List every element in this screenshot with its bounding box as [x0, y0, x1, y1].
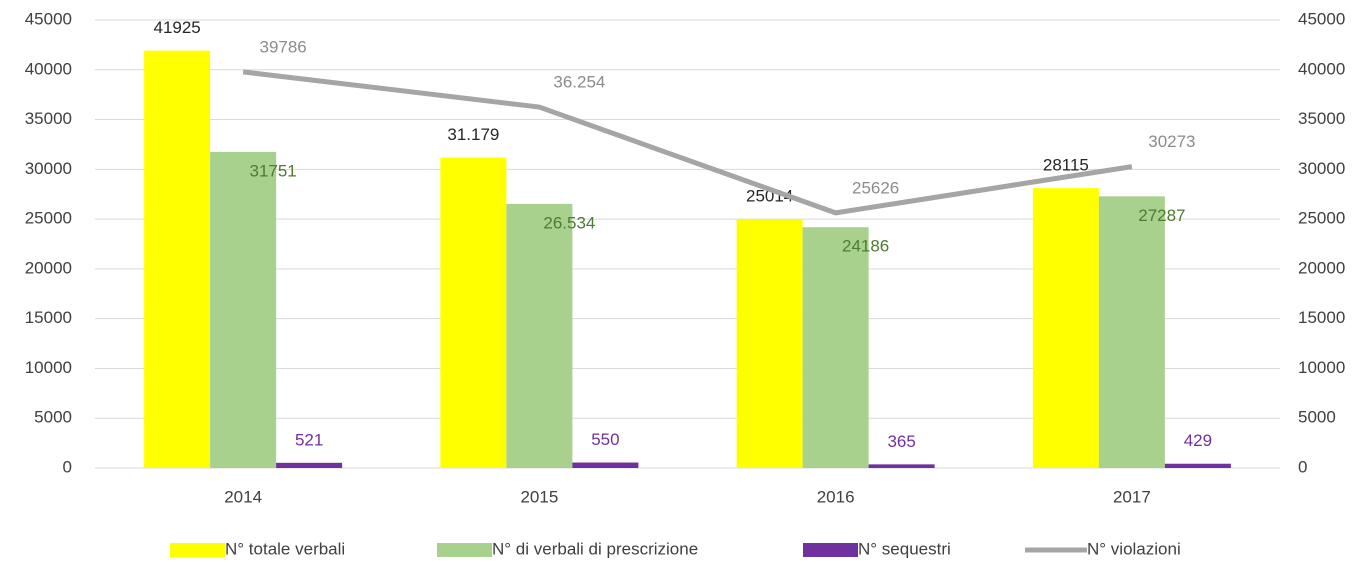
data-label: 30273	[1148, 132, 1195, 151]
y-tick-label: 10000	[25, 358, 72, 377]
bar	[1164, 463, 1231, 468]
data-label: 365	[887, 432, 915, 451]
y-tick-label: 45000	[25, 9, 72, 28]
data-label: 429	[1184, 431, 1212, 450]
bar	[144, 50, 211, 468]
data-label: 550	[591, 430, 619, 449]
legend-swatch	[170, 543, 225, 557]
x-tick-label: 2014	[224, 487, 262, 506]
data-label: 521	[295, 430, 323, 449]
data-label: 28115	[1043, 156, 1089, 175]
y-tick-label: 30000	[25, 159, 72, 178]
y2-tick-label: 30000	[1298, 159, 1345, 178]
y2-tick-label: 5000	[1298, 408, 1336, 427]
y2-tick-label: 40000	[1298, 59, 1345, 78]
bar	[1032, 188, 1099, 468]
bar	[802, 227, 869, 468]
bar	[1098, 196, 1165, 468]
y-tick-label: 15000	[25, 308, 72, 327]
x-tick-label: 2015	[520, 487, 558, 506]
data-label: 31751	[249, 161, 296, 180]
bar	[210, 151, 277, 468]
legend-label: N° violazioni	[1087, 539, 1181, 558]
bar	[868, 464, 935, 468]
y2-tick-label: 20000	[1298, 258, 1345, 277]
data-label: 24186	[842, 237, 889, 256]
data-label: 36.254	[553, 73, 605, 92]
y-tick-label: 40000	[25, 59, 72, 78]
line	[242, 69, 1133, 216]
legend-label: N° totale verbali	[225, 539, 345, 558]
y-tick-label: 20000	[25, 258, 72, 277]
bar	[440, 157, 507, 468]
x-tick-label: 2016	[817, 487, 855, 506]
data-label: 25626	[852, 178, 899, 197]
y-tick-label: 25000	[25, 209, 72, 228]
legend-swatch	[437, 543, 492, 557]
legend-label: N° sequestri	[858, 539, 951, 558]
legend-swatch	[803, 543, 858, 557]
y2-tick-label: 25000	[1298, 209, 1345, 228]
data-label: 31.179	[447, 125, 499, 144]
y2-tick-label: 35000	[1298, 109, 1345, 128]
y2-tick-label: 15000	[1298, 308, 1345, 327]
data-label: 41925	[153, 18, 200, 37]
bar	[736, 218, 803, 468]
x-tick-label: 2017	[1113, 487, 1151, 506]
y2-tick-label: 10000	[1298, 358, 1345, 377]
y2-tick-label: 0	[1298, 457, 1307, 476]
y-tick-label: 35000	[25, 109, 72, 128]
data-label: 26.534	[543, 213, 595, 232]
bar	[572, 462, 639, 468]
bar	[276, 462, 343, 468]
bar	[506, 203, 573, 468]
data-label: 39786	[259, 37, 306, 56]
y2-tick-label: 45000	[1298, 9, 1345, 28]
y-tick-label: 0	[63, 457, 72, 476]
data-label: 27287	[1138, 206, 1185, 225]
legend-label: N° di verbali di prescrizione	[492, 539, 698, 558]
y-tick-label: 5000	[34, 408, 72, 427]
